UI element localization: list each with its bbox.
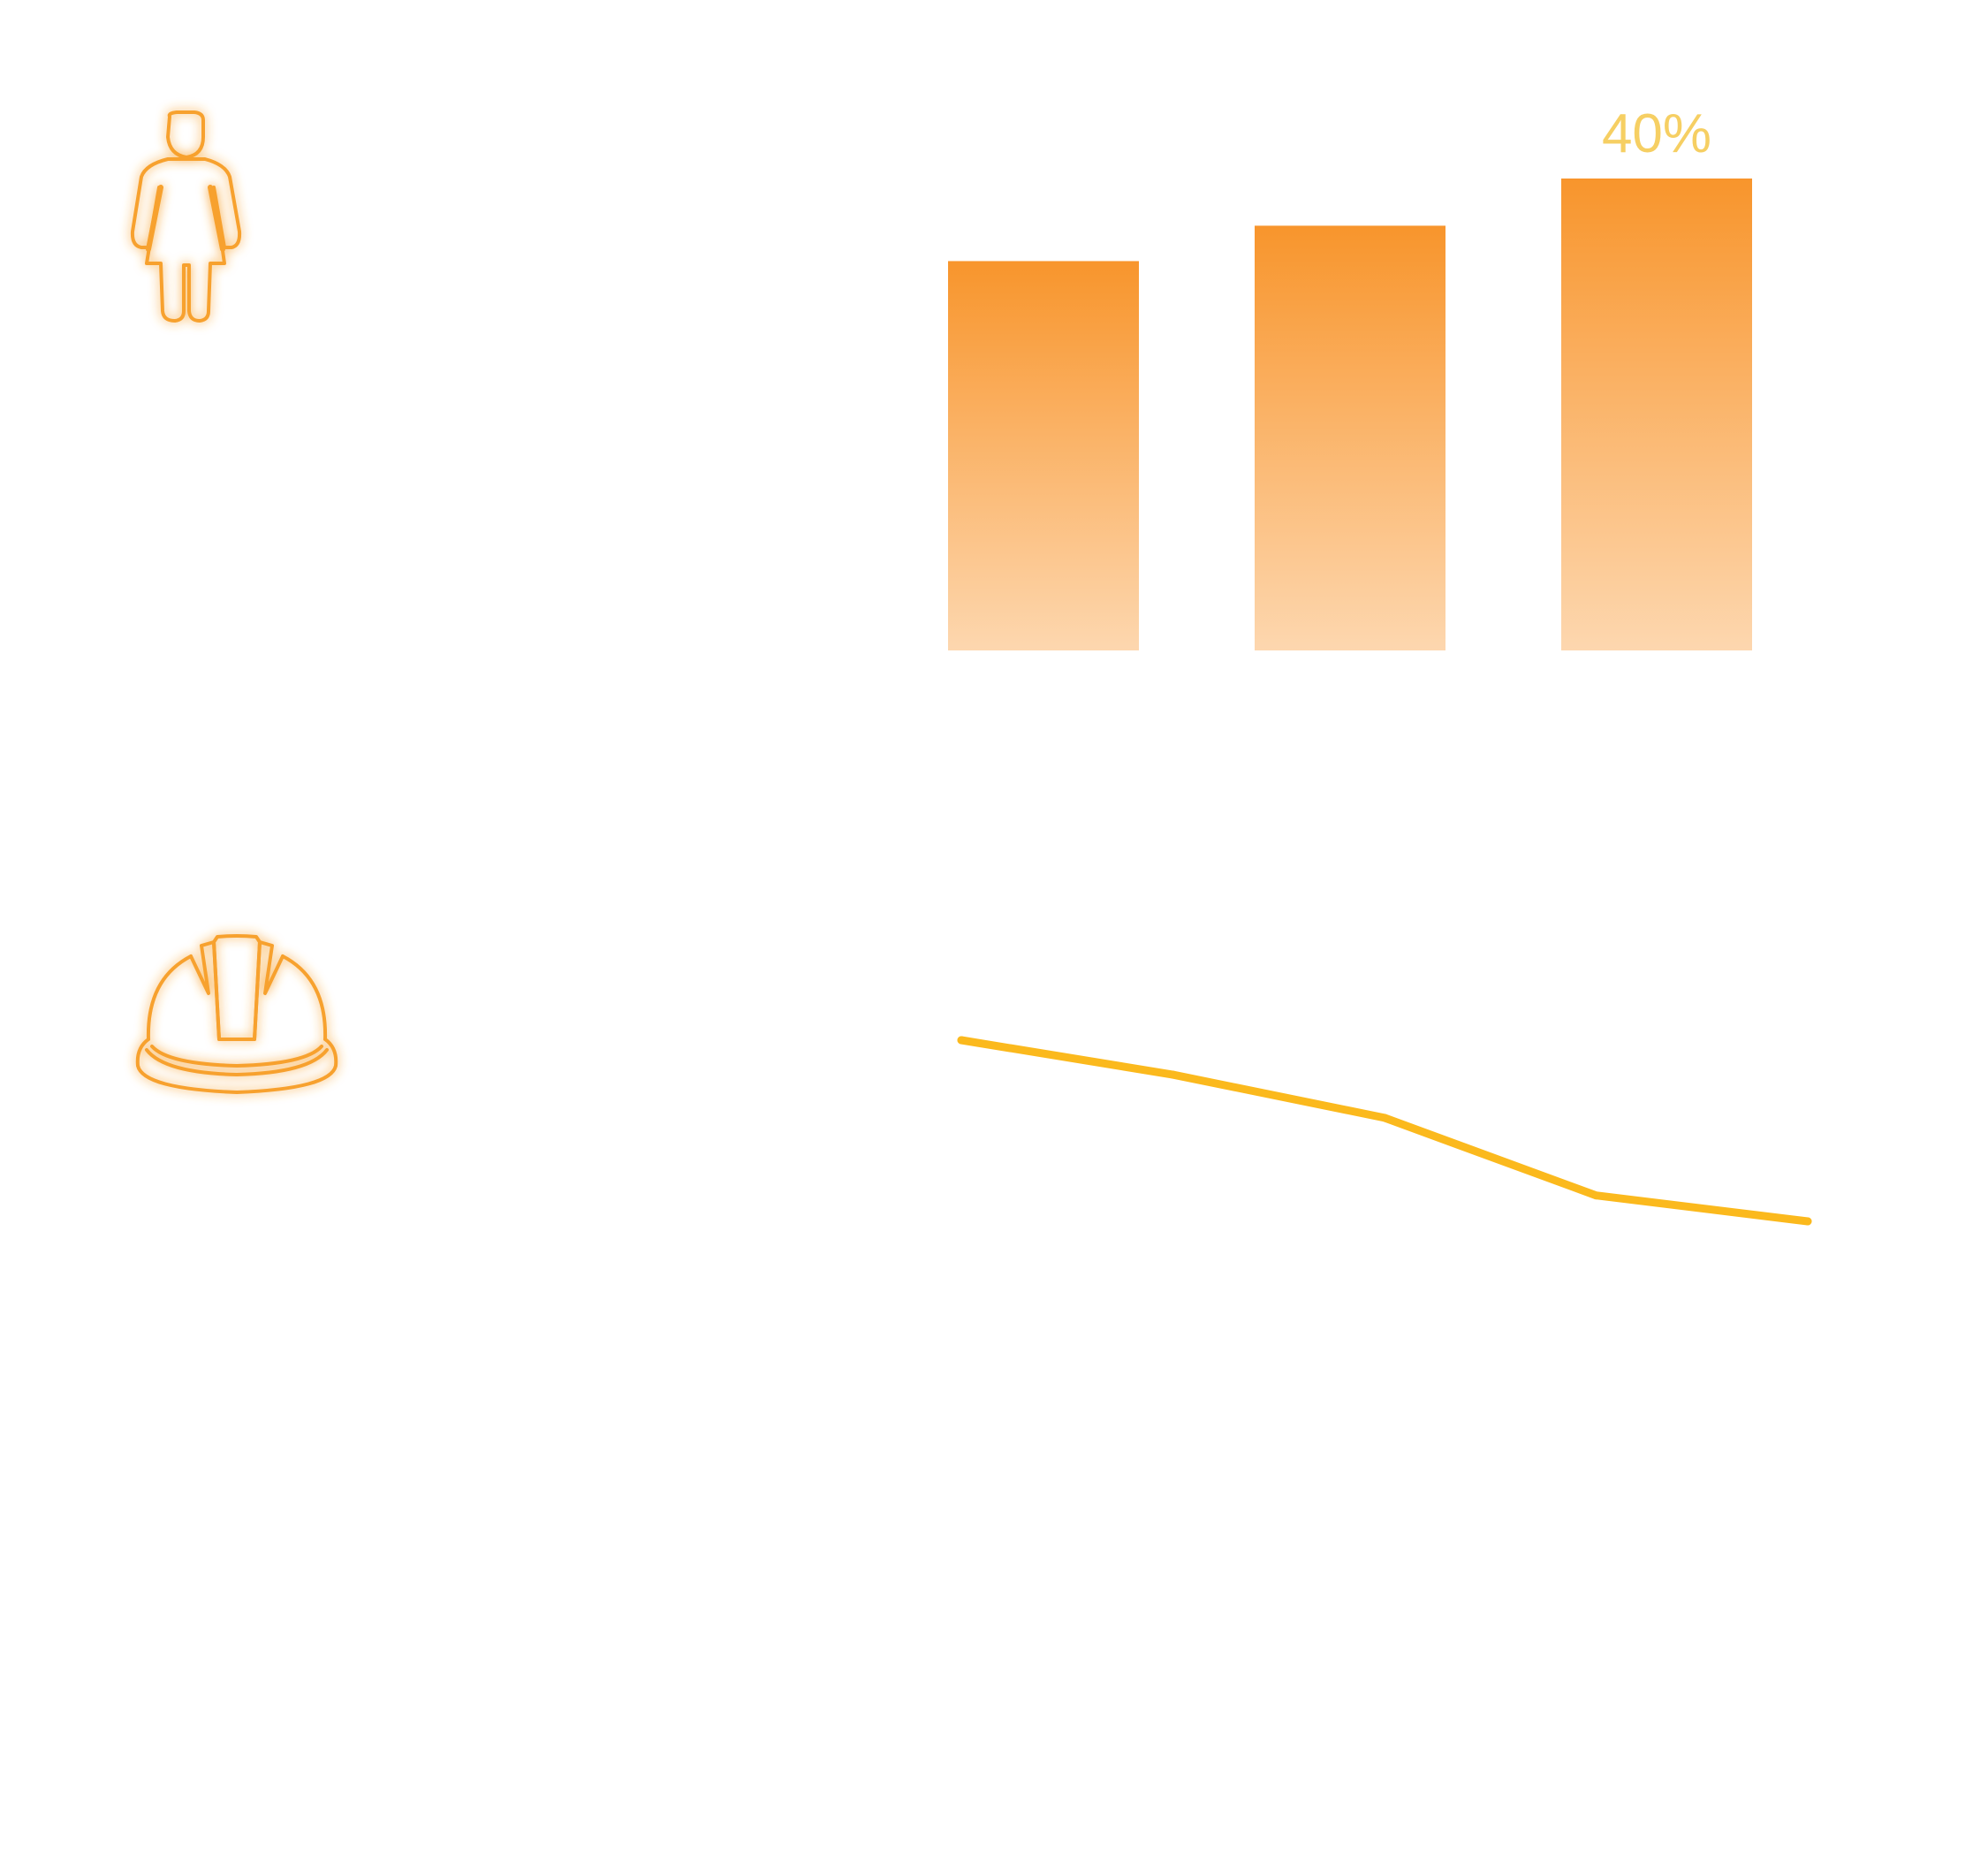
bar-2 (1255, 225, 1445, 650)
bar-chart: 40% (948, 103, 1752, 650)
bar-3 (1561, 179, 1752, 650)
bar-1 (948, 261, 1139, 650)
line-point-1 (957, 1036, 966, 1045)
line-point-4 (1592, 1191, 1600, 1200)
line-point-3 (1380, 1114, 1389, 1122)
line-chart (957, 1036, 1812, 1226)
line-series (957, 1036, 1812, 1226)
bar-data-label-3: 40% (1602, 103, 1711, 164)
woman-icon (130, 110, 242, 323)
hard-hat-icon (135, 934, 338, 1094)
line-point-5 (1803, 1217, 1812, 1226)
line-point-2 (1169, 1070, 1177, 1079)
